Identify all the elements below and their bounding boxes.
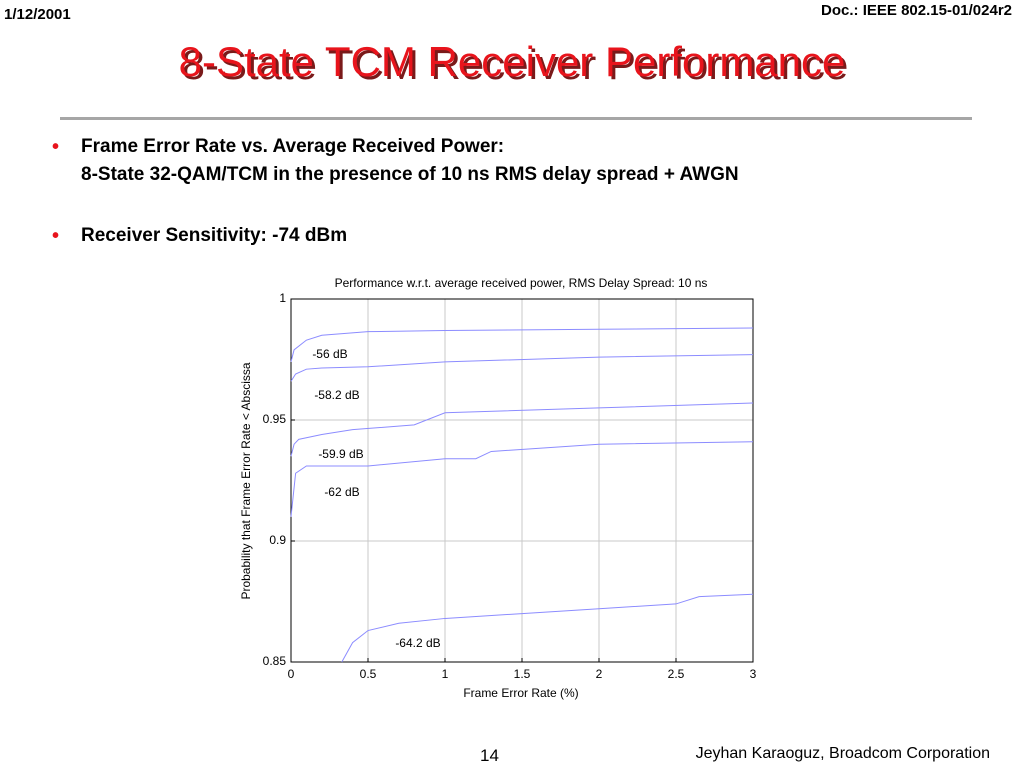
x-tick-label: 1	[442, 667, 449, 681]
doc-id: Doc.: IEEE 802.15-01/024r2	[821, 2, 1012, 19]
x-tick-label: 3	[750, 667, 757, 681]
series-line	[290, 354, 754, 382]
chart-title: Performance w.r.t. average received powe…	[335, 276, 708, 290]
x-axis-label: Frame Error Rate (%)	[463, 686, 578, 700]
date: 1/12/2001	[4, 6, 71, 23]
y-axis-label: Probability that Frame Error Rate < Absc…	[239, 362, 253, 599]
x-tick-label: 0	[288, 667, 295, 681]
slide-title: 8-State TCM Receiver Performance	[178, 38, 846, 85]
y-tick-label: 1	[279, 291, 286, 305]
x-tick-label: 2.5	[668, 667, 685, 681]
curve-label: -58.2 dB	[314, 388, 359, 402]
series-line	[290, 402, 754, 457]
series-line	[341, 593, 754, 663]
bullet-line: 8-State 32-QAM/TCM in the presence of 10…	[81, 164, 739, 185]
curve-label: -62 dB	[324, 485, 359, 499]
series-line	[290, 327, 754, 363]
series-line	[290, 441, 754, 517]
curve-label: -56 dB	[312, 347, 347, 361]
author: Jeyhan Karaoguz, Broadcom Corporation	[695, 745, 990, 762]
y-tick-label: 0.95	[263, 412, 287, 426]
x-tick-label: 1.5	[514, 667, 531, 681]
curve-label: -59.9 dB	[318, 447, 363, 461]
bullet-line: Receiver Sensitivity: -74 dBm	[81, 225, 348, 246]
page-number: 14	[480, 746, 499, 765]
bullet-line: Frame Error Rate vs. Average Received Po…	[81, 136, 505, 157]
y-tick-label: 0.85	[263, 654, 287, 668]
y-tick-label: 0.9	[269, 533, 286, 547]
x-tick-label: 2	[596, 667, 603, 681]
x-tick-label: 0.5	[360, 667, 377, 681]
curve-label: -64.2 dB	[395, 636, 440, 650]
plot-frame	[290, 298, 754, 663]
divider	[60, 117, 972, 120]
